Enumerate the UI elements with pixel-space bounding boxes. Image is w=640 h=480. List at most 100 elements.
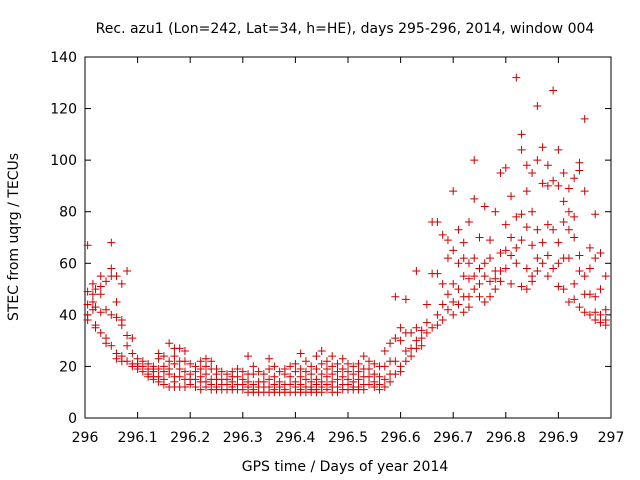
data-point xyxy=(96,308,105,317)
data-point xyxy=(543,220,552,229)
data-point xyxy=(170,359,179,368)
data-point xyxy=(322,385,331,394)
data-point xyxy=(491,274,500,283)
data-point xyxy=(333,388,342,397)
x-axis: 296 296.1 296.2 296.3 296.4 296.5 296.6 296.7 29… xyxy=(72,57,625,446)
data-point xyxy=(296,365,305,374)
data-point xyxy=(443,254,452,263)
data-point xyxy=(407,352,416,361)
data-point xyxy=(464,218,473,227)
data-point xyxy=(196,365,205,374)
data-point xyxy=(564,225,573,234)
data-point xyxy=(528,277,537,286)
data-point xyxy=(401,357,410,366)
data-point xyxy=(475,292,484,301)
x-tick-label: 297 xyxy=(598,430,625,446)
data-point xyxy=(102,339,111,348)
data-point xyxy=(443,305,452,314)
data-point xyxy=(570,233,579,242)
data-point xyxy=(596,310,605,319)
data-point xyxy=(601,272,610,281)
y-tick-label: 100 xyxy=(50,153,77,169)
x-tick-label: 296.6 xyxy=(381,430,421,446)
data-point xyxy=(549,225,558,234)
data-point xyxy=(317,388,326,397)
data-point xyxy=(159,352,168,361)
data-point xyxy=(570,295,579,304)
data-point xyxy=(370,359,379,368)
x-tick-label: 296.2 xyxy=(170,430,210,446)
data-point xyxy=(454,300,463,309)
data-point xyxy=(470,254,479,263)
data-point xyxy=(486,254,495,263)
data-point xyxy=(480,272,489,281)
data-point xyxy=(559,169,568,178)
chart-title: Rec. azu1 (Lon=242, Lat=34, h=HE), days … xyxy=(96,21,595,37)
data-point xyxy=(365,380,374,389)
data-point xyxy=(496,277,505,286)
data-point xyxy=(591,308,600,317)
data-point xyxy=(286,380,295,389)
y-tick-label: 40 xyxy=(59,308,77,324)
data-point xyxy=(128,334,137,343)
data-point xyxy=(438,316,447,325)
data-point xyxy=(83,316,92,325)
data-point xyxy=(591,316,600,325)
data-point xyxy=(533,101,542,110)
data-point xyxy=(512,259,521,268)
data-point xyxy=(507,192,516,201)
x-tick-label: 296.7 xyxy=(433,430,473,446)
data-point xyxy=(438,279,447,288)
data-point xyxy=(112,354,121,363)
data-point xyxy=(486,292,495,301)
data-point xyxy=(254,367,263,376)
data-point xyxy=(365,372,374,381)
data-point xyxy=(380,362,389,371)
data-point xyxy=(180,367,189,376)
data-point xyxy=(428,323,437,332)
data-point xyxy=(238,367,247,376)
data-point xyxy=(191,367,200,376)
x-tick-label: 296.1 xyxy=(118,430,158,446)
data-point xyxy=(265,365,274,374)
data-point xyxy=(601,305,610,314)
data-point xyxy=(265,354,274,363)
data-point xyxy=(238,385,247,394)
data-point xyxy=(391,357,400,366)
data-point xyxy=(449,279,458,288)
data-point xyxy=(459,254,468,263)
data-point xyxy=(570,212,579,221)
data-point xyxy=(407,328,416,337)
data-point xyxy=(165,339,174,348)
data-point xyxy=(107,238,116,247)
data-point xyxy=(170,352,179,361)
data-point xyxy=(386,339,395,348)
data-point xyxy=(559,197,568,206)
data-point xyxy=(422,328,431,337)
y-axis-label: STEC from uqrg / TECUs xyxy=(6,153,22,321)
data-point xyxy=(580,308,589,317)
data-point xyxy=(83,287,92,296)
data-point xyxy=(112,272,121,281)
data-point xyxy=(454,285,463,294)
data-point xyxy=(375,385,384,394)
data-point xyxy=(301,367,310,376)
x-tick-label: 296.3 xyxy=(223,430,263,446)
data-point xyxy=(464,259,473,268)
data-point xyxy=(517,145,526,154)
data-point xyxy=(128,349,137,358)
data-point xyxy=(370,383,379,392)
data-point xyxy=(543,251,552,260)
data-point xyxy=(522,161,531,170)
data-point xyxy=(96,282,105,291)
data-point xyxy=(233,365,242,374)
data-point xyxy=(585,243,594,252)
data-point xyxy=(538,238,547,247)
data-point xyxy=(338,354,347,363)
data-point xyxy=(338,372,347,381)
data-point xyxy=(480,259,489,268)
data-point xyxy=(91,303,100,312)
data-point xyxy=(328,352,337,361)
data-point xyxy=(517,236,526,245)
data-point xyxy=(522,264,531,273)
